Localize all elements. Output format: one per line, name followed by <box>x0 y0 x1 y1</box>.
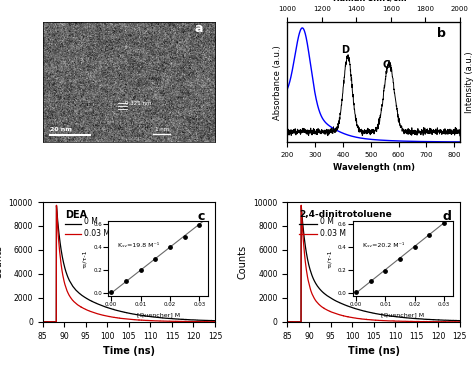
Y-axis label: Absorbance (a.u.): Absorbance (a.u.) <box>273 45 282 120</box>
X-axis label: Time (ns): Time (ns) <box>103 346 155 356</box>
Text: b: b <box>438 27 446 40</box>
Text: a: a <box>194 22 203 35</box>
Text: c: c <box>198 211 205 223</box>
Text: 2,4-dinitrotoluene: 2,4-dinitrotoluene <box>300 211 392 219</box>
X-axis label: Time (ns): Time (ns) <box>347 346 400 356</box>
Text: G: G <box>382 60 390 70</box>
X-axis label: Raman shift/cm⁻¹: Raman shift/cm⁻¹ <box>333 0 414 3</box>
Text: 0 M: 0 M <box>320 217 334 226</box>
Y-axis label: Intensity (a.u.): Intensity (a.u.) <box>465 51 474 113</box>
Text: 1 nm: 1 nm <box>155 127 169 132</box>
Text: 0.03 M: 0.03 M <box>84 229 110 238</box>
Text: d: d <box>443 211 451 223</box>
Text: 0.321 nm: 0.321 nm <box>125 101 151 106</box>
Y-axis label: Counts: Counts <box>238 245 248 279</box>
Text: 20 nm: 20 nm <box>50 127 72 132</box>
X-axis label: Wavelength (nm): Wavelength (nm) <box>333 164 415 172</box>
Text: 0 M: 0 M <box>84 217 98 226</box>
Text: D: D <box>341 46 349 56</box>
Text: 0.03 M: 0.03 M <box>320 229 346 238</box>
Y-axis label: Counts: Counts <box>0 245 3 279</box>
Text: DEA: DEA <box>65 211 87 221</box>
